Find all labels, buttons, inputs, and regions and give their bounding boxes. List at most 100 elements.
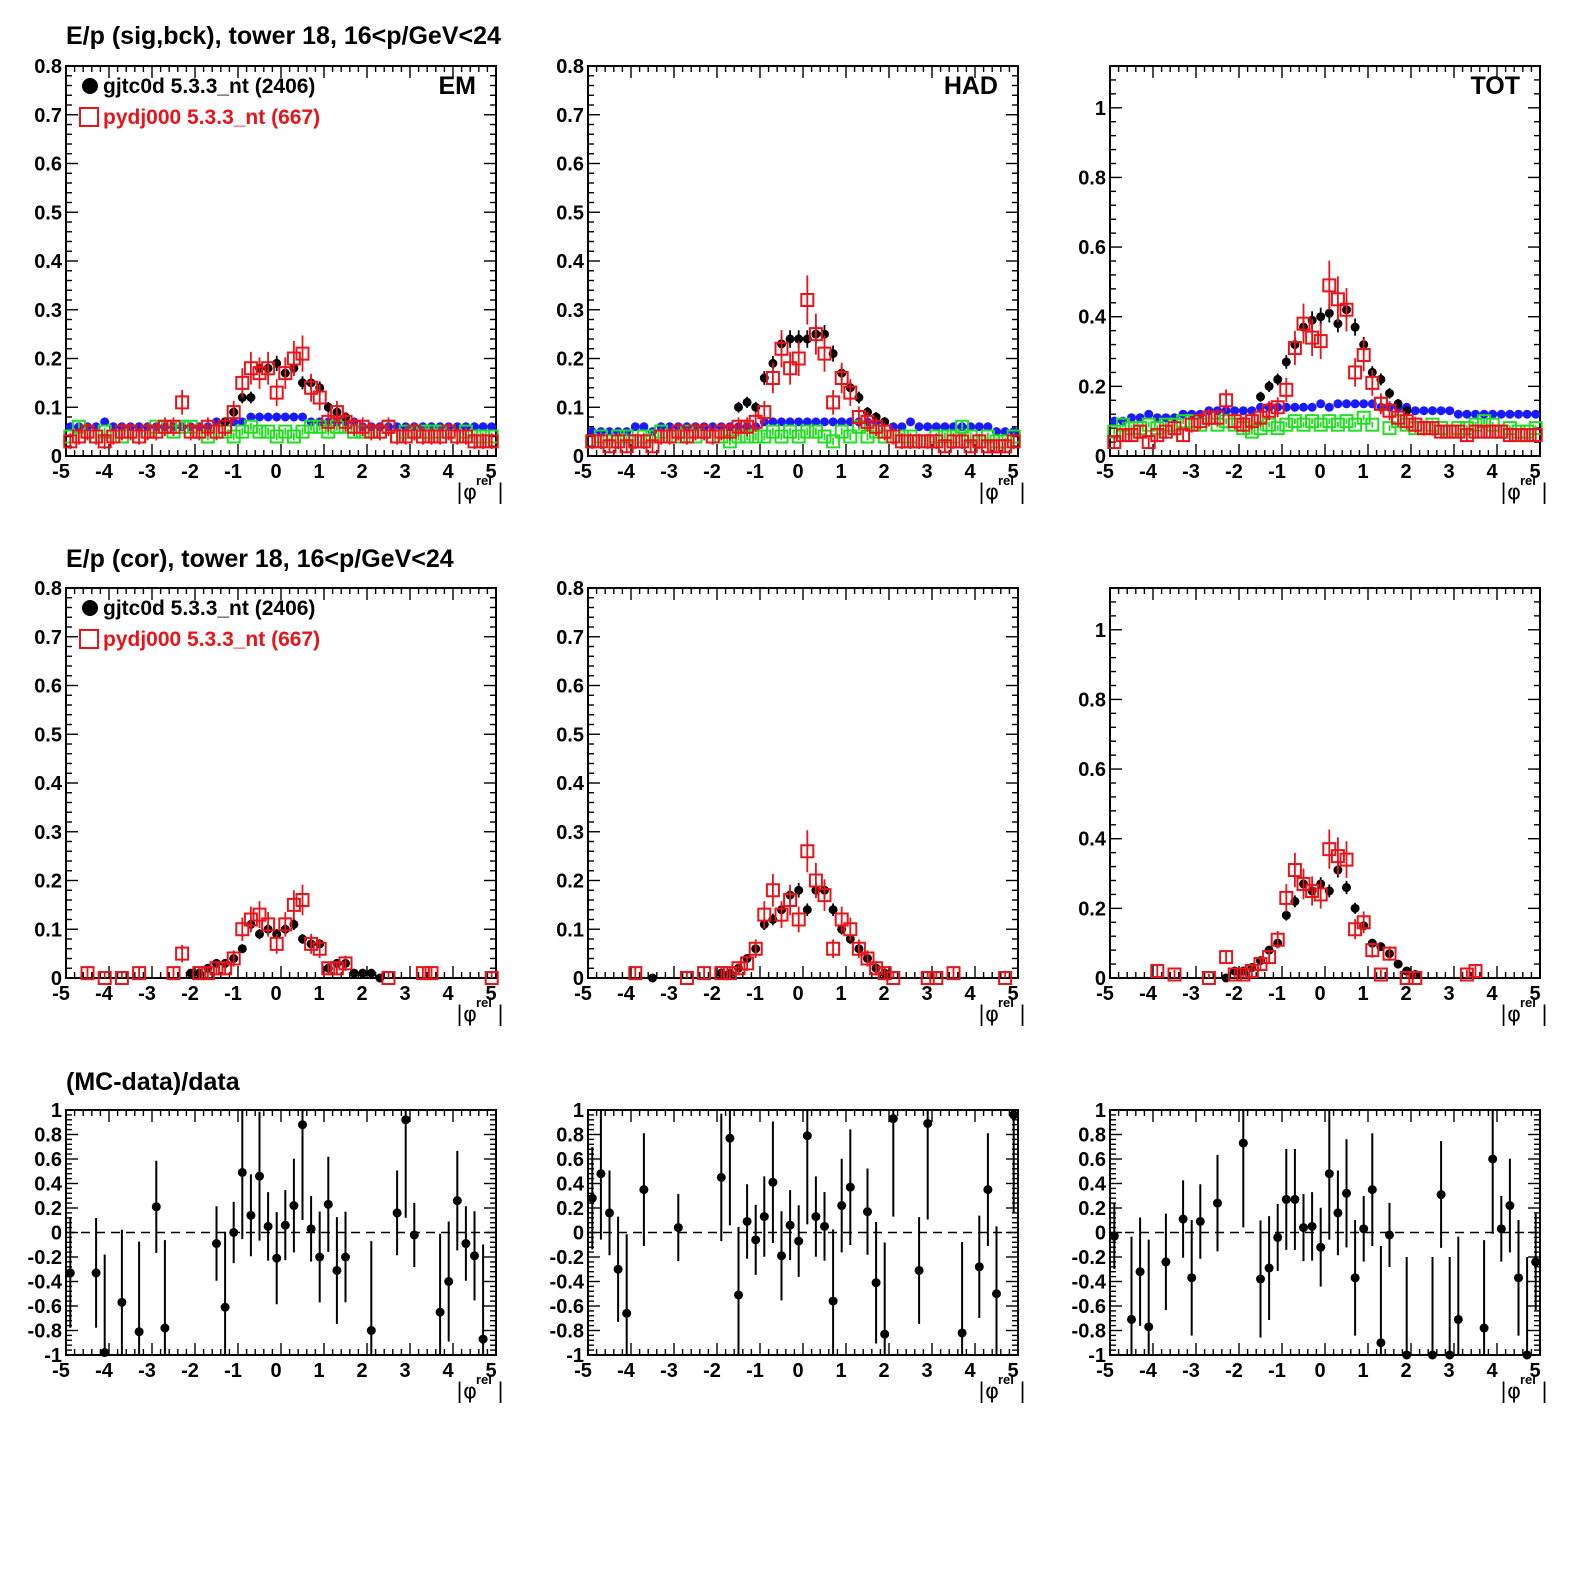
mc-point — [800, 844, 815, 859]
mc-point — [97, 434, 112, 449]
bck_data-point — [820, 417, 829, 427]
data-point — [794, 885, 804, 895]
ratio-point — [470, 1251, 479, 1261]
bck_data-point — [931, 422, 941, 432]
y-tick-label: 0.8 — [556, 578, 584, 600]
mc-point — [467, 434, 482, 449]
bck_data-point — [1462, 409, 1472, 419]
mc-point — [671, 424, 686, 439]
mc-point — [218, 419, 233, 434]
x-tick-label: -2 — [181, 983, 199, 1005]
bck_data-point — [811, 417, 821, 427]
ratio-point — [974, 1262, 984, 1272]
mc-point — [611, 434, 626, 449]
ratio-point — [1488, 1154, 1498, 1164]
mc-point — [484, 971, 499, 985]
mc-point — [1477, 424, 1492, 439]
mc-point — [834, 371, 849, 385]
x-axis-label-close: | — [1541, 1002, 1548, 1027]
x-tick-label: 5 — [1529, 1360, 1540, 1382]
x-axis-label: |φ — [978, 480, 999, 505]
ratio-point — [1342, 1188, 1351, 1198]
y-tick-label: 0.4 — [556, 251, 585, 273]
ratio-point — [323, 1199, 333, 1209]
mc-point — [783, 361, 798, 376]
bck_mc-point — [1219, 414, 1234, 429]
mc-point — [920, 434, 935, 449]
mc-point — [989, 439, 1004, 454]
y-tick-label: 0.1 — [34, 919, 62, 941]
bck_mc-point — [304, 419, 319, 434]
x-tick-label: 1 — [835, 1360, 846, 1382]
ratio-point — [401, 1115, 411, 1125]
y-tick-label: -0.2 — [28, 1247, 62, 1269]
x-axis-label-superscript: rel — [1520, 995, 1536, 1010]
mc-point — [80, 966, 95, 981]
x-tick-label: -3 — [660, 983, 678, 1005]
mc-point — [869, 419, 884, 434]
ratio-point — [794, 1236, 804, 1246]
mc-point — [269, 385, 284, 400]
mc-point — [1227, 967, 1242, 982]
mc-point — [886, 971, 901, 985]
x-tick-label: 2 — [1400, 1360, 1411, 1382]
x-tick-label: -5 — [1096, 983, 1114, 1005]
ratio-point — [478, 1334, 488, 1344]
bck_data-point — [983, 422, 993, 432]
ratio-point — [725, 1133, 735, 1143]
bck_mc-point — [1305, 414, 1320, 429]
bck_data-point — [914, 422, 924, 432]
y-tick-label: 0.3 — [34, 822, 62, 844]
ratio-point — [341, 1252, 350, 1262]
mc-point — [748, 414, 763, 429]
mc-point — [1365, 943, 1380, 958]
x-tick-label: -2 — [181, 461, 199, 483]
x-tick-label: 4 — [1486, 461, 1498, 483]
bck_data-point — [828, 417, 838, 427]
x-tick-label: -5 — [1096, 1360, 1114, 1382]
legend-label-mc: pydj000 5.3.3_nt (667) — [103, 628, 320, 651]
ratio-point — [1290, 1194, 1300, 1204]
y-tick-label: 0.4 — [1078, 1174, 1107, 1196]
mc-point — [364, 424, 379, 439]
x-tick-label: -3 — [1182, 983, 1200, 1005]
bck_data-point — [785, 417, 795, 427]
y-tick-label: -0.8 — [550, 1321, 584, 1343]
x-tick-label: 2 — [878, 983, 889, 1005]
mc-point — [1442, 424, 1457, 439]
data-point — [828, 905, 838, 915]
bck_mc-point — [808, 424, 823, 439]
bck_mc-point — [826, 434, 841, 449]
x-tick-label: 0 — [270, 461, 281, 483]
bck_data-point — [1505, 409, 1515, 419]
x-tick-label: 2 — [356, 461, 367, 483]
mc-point — [1356, 348, 1371, 363]
panel-tot-row3: -5 -4 -3 -2 -1 0 1 2 3 4 5-1-0.8-0.6-0.4-0.200.20.… — [1072, 1100, 1549, 1404]
data-point — [1324, 308, 1334, 318]
mc-point — [304, 380, 319, 395]
bck_mc-point — [269, 429, 284, 444]
mc-point — [1399, 414, 1414, 429]
mc-point — [662, 429, 677, 444]
mc-point — [1528, 428, 1543, 443]
bck_data-point — [596, 427, 606, 437]
y-tick-label: -0.6 — [550, 1296, 584, 1318]
y-tick-label: 0.1 — [556, 397, 584, 419]
data-point — [1316, 312, 1326, 322]
y-tick-label: 0.8 — [556, 56, 584, 78]
ratio-point — [65, 1268, 75, 1278]
y-tick-label: 0.2 — [556, 349, 584, 371]
x-axis-label-close: | — [1541, 480, 1548, 505]
bck_data-point — [1238, 406, 1248, 416]
ratio-point — [151, 1202, 161, 1212]
mc-point — [877, 424, 892, 439]
data-point — [1281, 910, 1291, 920]
ratio-point — [315, 1252, 325, 1262]
x-tick-label: 5 — [485, 983, 496, 1005]
x-tick-label: -4 — [617, 461, 636, 483]
mc-point — [450, 429, 465, 444]
ratio-point — [923, 1118, 933, 1128]
bck_data-point — [1419, 406, 1429, 416]
ratio-point — [246, 1210, 256, 1220]
bck_mc-point — [1279, 417, 1294, 432]
